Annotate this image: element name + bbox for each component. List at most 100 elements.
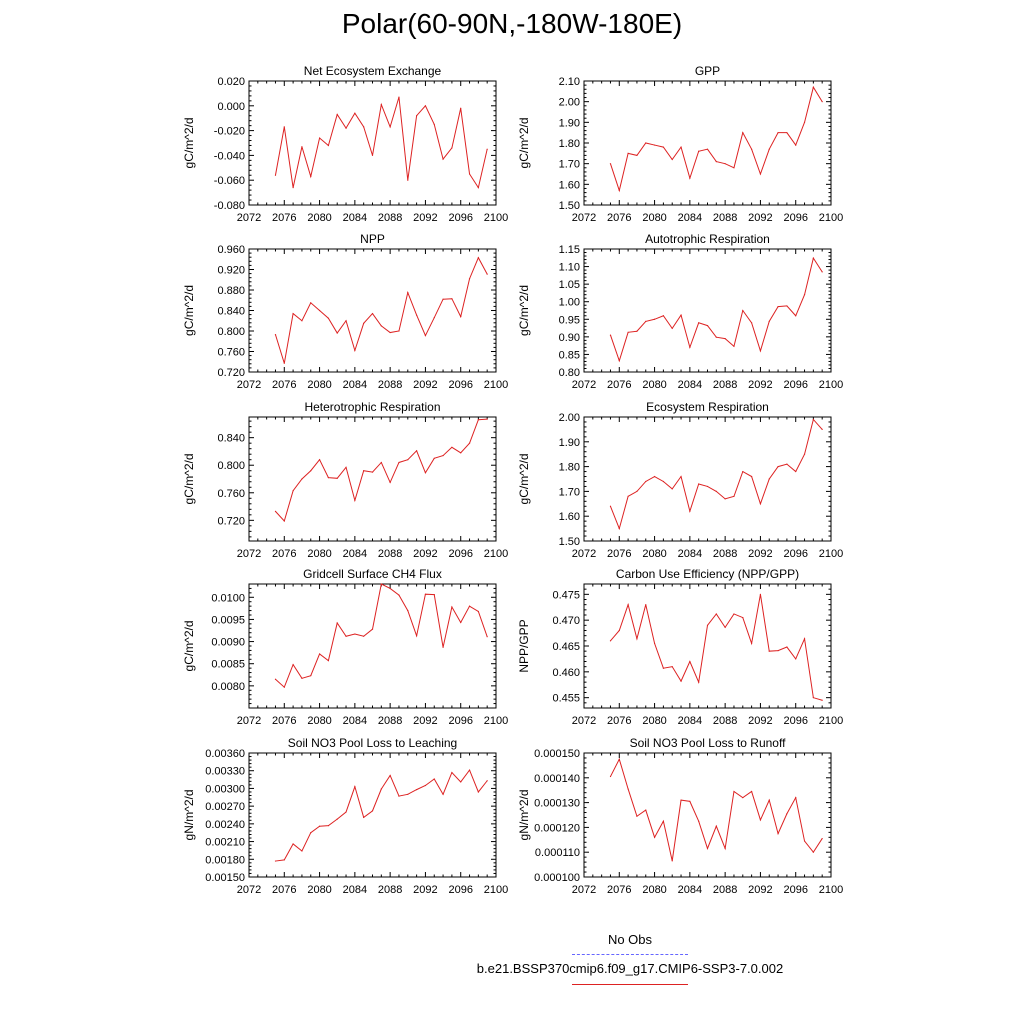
y-tick-label: 0.840	[217, 306, 245, 318]
data-point	[671, 860, 673, 862]
data-point	[477, 791, 479, 793]
data-point	[424, 472, 427, 474]
data-point	[671, 158, 673, 161]
data-point	[416, 115, 418, 117]
y-tick-label: 0.0100	[211, 592, 245, 604]
data-point	[345, 811, 347, 813]
data-point	[318, 825, 321, 827]
data-point	[618, 189, 620, 192]
data-point	[724, 626, 726, 629]
data-point	[477, 257, 479, 259]
data-point	[336, 818, 338, 820]
data-point	[768, 320, 770, 322]
x-tick-label: 2084	[678, 715, 702, 727]
data-point	[733, 613, 735, 615]
data-point	[768, 148, 770, 150]
plot-frame	[248, 752, 497, 878]
y-tick-label: 0.720	[217, 515, 245, 527]
y-axis-label: gN/m^2/d	[182, 790, 196, 841]
y-tick-label: 1.60	[559, 511, 580, 523]
x-tick-label: 2096	[448, 212, 472, 224]
data-point	[759, 350, 762, 352]
data-point	[380, 788, 382, 790]
series-line	[610, 757, 823, 861]
data-point	[283, 520, 285, 522]
series-line	[274, 256, 488, 364]
x-tick-label: 2072	[572, 212, 596, 224]
x-tick-label: 2100	[819, 212, 843, 224]
data-point	[653, 475, 656, 478]
x-tick-label: 2072	[572, 715, 596, 727]
x-tick-label: 2100	[484, 884, 508, 896]
data-point	[653, 318, 656, 320]
data-point	[389, 587, 391, 590]
data-point	[424, 784, 427, 787]
data-point	[336, 332, 338, 334]
data-point	[424, 335, 427, 337]
x-tick-label: 2084	[343, 884, 367, 896]
data-point	[486, 273, 488, 275]
x-tick-label: 2072	[572, 548, 596, 560]
y-tick-label: 0.85	[559, 349, 580, 361]
data-point	[821, 101, 823, 103]
data-point	[742, 132, 744, 134]
data-point	[460, 316, 462, 318]
x-tick-label: 2084	[343, 212, 367, 224]
series-line	[609, 256, 823, 363]
panel-title: Net Ecosystem Exchange	[304, 64, 442, 78]
y-axis-label: gN/m^2/d	[517, 790, 531, 841]
x-tick-label: 2100	[819, 548, 843, 560]
x-tick-label: 2076	[607, 212, 631, 224]
x-tick-label: 2080	[642, 884, 666, 896]
panel-title: GPP	[695, 64, 720, 78]
y-axis-label: gC/m^2/d	[182, 118, 196, 169]
data-point	[354, 499, 356, 501]
data-point	[274, 510, 277, 512]
x-tick-label: 2080	[642, 548, 666, 560]
y-tick-label: 0.800	[217, 326, 245, 338]
data-point	[327, 477, 329, 479]
y-tick-label: 0.95	[559, 314, 580, 326]
data-point	[274, 174, 277, 176]
data-point	[777, 466, 779, 468]
data-point	[283, 362, 285, 364]
data-point	[627, 152, 629, 154]
data-point	[751, 790, 753, 793]
data-point	[451, 298, 453, 300]
data-point	[363, 126, 365, 128]
data-point	[698, 150, 700, 152]
panel-1: Net Ecosystem Exchange 2072 2076 2080 2084 20…	[182, 64, 508, 224]
x-tick-label: 2080	[307, 884, 331, 896]
x-tick-label: 2080	[642, 715, 666, 727]
y-tick-label: 0.00330	[205, 766, 245, 778]
data-point	[803, 453, 806, 455]
data-point	[310, 675, 312, 677]
x-tick-label: 2096	[783, 884, 807, 896]
data-point	[680, 799, 682, 801]
x-tick-label: 2076	[607, 884, 631, 896]
data-point	[336, 113, 338, 116]
y-tick-label: 2.10	[559, 76, 580, 88]
data-point	[327, 144, 329, 147]
panel-7: Gridcell Surface CH4 Flux 2072 2076 2080 208…	[182, 567, 508, 727]
data-point	[680, 680, 682, 682]
data-point	[363, 816, 365, 818]
data-point	[354, 786, 356, 788]
data-point	[345, 320, 347, 322]
data-point	[477, 419, 479, 421]
data-point	[724, 163, 726, 165]
data-point	[424, 105, 427, 107]
data-point	[636, 490, 638, 492]
data-point	[706, 148, 709, 150]
data-point	[389, 331, 391, 334]
y-tick-label: 0.000140	[534, 773, 580, 785]
plot-frame	[248, 583, 497, 709]
data-point	[645, 142, 647, 144]
y-tick-label: 0.0090	[211, 637, 245, 649]
y-tick-label: 1.50	[559, 200, 580, 212]
y-tick-label: 0.760	[217, 488, 245, 500]
data-point	[354, 112, 356, 114]
data-point	[698, 322, 700, 324]
x-tick-label: 2096	[783, 379, 807, 391]
